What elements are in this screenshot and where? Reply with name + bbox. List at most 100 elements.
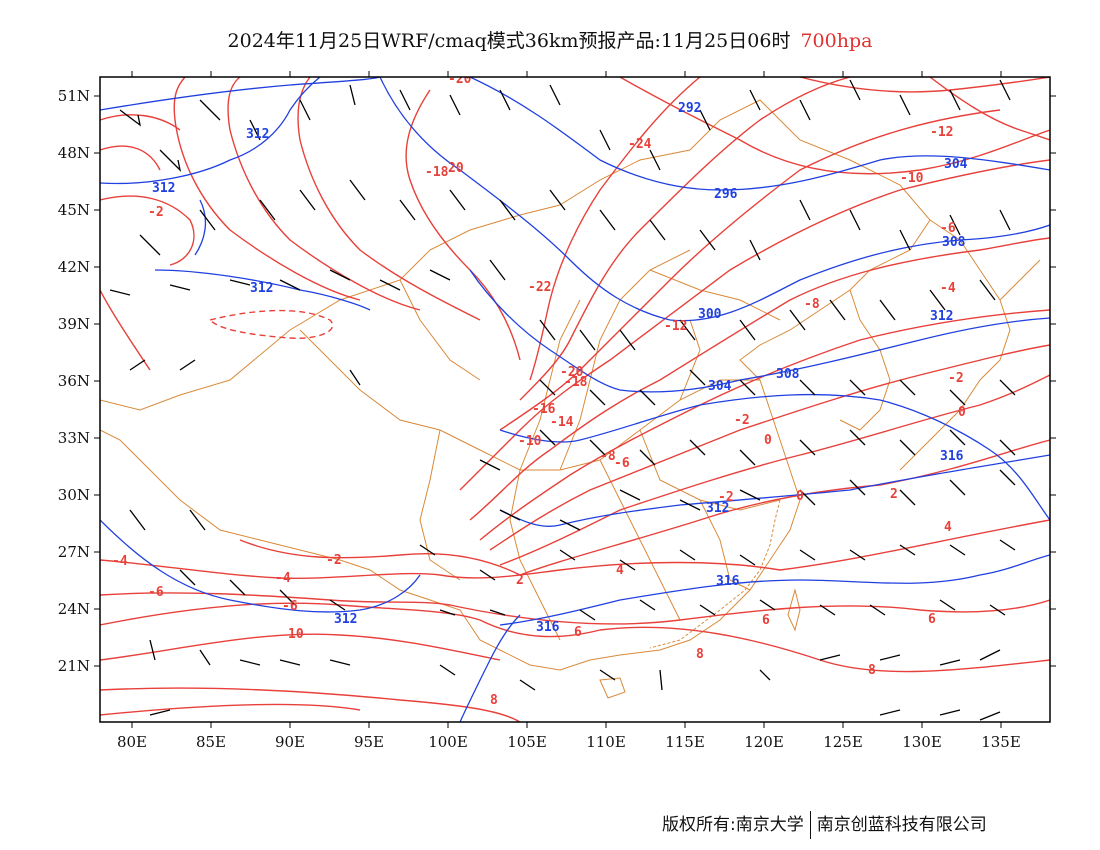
- temp-label: -8: [600, 449, 616, 464]
- temp-label: 0: [764, 433, 772, 448]
- height-label: 308: [942, 235, 966, 250]
- lat-tick-label: 48N: [58, 144, 90, 162]
- height-contour: [100, 519, 421, 613]
- wind-barb: [119, 79, 1011, 172]
- lon-tick-label: 120E: [744, 733, 784, 751]
- title-text: 2024年11月25日WRF/cmaq模式36km预报产品:11月25日06时: [227, 30, 791, 52]
- height-label: 300: [698, 307, 722, 322]
- lat-tick-label: 51N: [58, 87, 90, 105]
- isotherm: [405, 89, 521, 361]
- temp-label: -18: [425, 165, 449, 180]
- plot-frame: [99, 76, 1051, 723]
- isotherm: [469, 237, 1050, 521]
- lon-labels: 80E 85E 90E 95E 100E 105E 110E 115E 120E…: [117, 733, 1021, 751]
- wind-barb: [109, 259, 996, 351]
- province-lines: [299, 249, 781, 641]
- temp-label: -4: [940, 281, 956, 296]
- isotherm: [227, 77, 421, 311]
- temp-label: -6: [614, 456, 630, 471]
- height-contour: [100, 77, 321, 185]
- lon-tick-label: 115E: [665, 733, 705, 751]
- copyright-text: 版权所有:南京大学: [662, 815, 804, 835]
- height-contour: [469, 269, 1050, 393]
- lat-tick-label: 21N: [58, 657, 90, 675]
- isotherm: [519, 77, 851, 401]
- footer-divider: [809, 811, 811, 839]
- isotherm: [297, 77, 481, 321]
- height-contour: [154, 269, 371, 311]
- temp-label: 2: [516, 573, 524, 588]
- temp-label: -4: [112, 554, 128, 569]
- height-label: 316: [716, 574, 740, 589]
- temp-label: -16: [532, 402, 556, 417]
- temp-label: 6: [762, 613, 770, 628]
- height-label: 312: [334, 612, 357, 627]
- isotherm: [239, 439, 1050, 576]
- isotherm: [100, 703, 361, 716]
- height-contour: [459, 614, 521, 722]
- lat-tick-label: 24N: [58, 600, 90, 618]
- temp-label: -24: [628, 137, 652, 152]
- temp-label: -12: [664, 319, 687, 334]
- temp-label: -8: [804, 297, 820, 312]
- coast-se: [649, 499, 781, 649]
- height-label: 312: [930, 309, 953, 324]
- wind-barb: [149, 709, 1001, 721]
- isotherms: [100, 77, 1050, 722]
- temp-label: -6: [282, 599, 298, 614]
- lat-tick-label: 39N: [58, 315, 90, 333]
- isotherm: [100, 592, 1050, 625]
- wind-barb: [149, 639, 1001, 691]
- lat-tick-label: 30N: [58, 486, 90, 504]
- isotherm: [799, 77, 1050, 93]
- temp-label: -10: [518, 434, 542, 449]
- temp-label: -6: [940, 221, 956, 236]
- height-label: 316: [940, 449, 964, 464]
- height-contour: [379, 77, 1050, 322]
- lon-tick-label: 85E: [196, 733, 226, 751]
- height-label: 296: [714, 187, 738, 202]
- lat-tick-label: 45N: [58, 201, 90, 219]
- height-contour: [194, 199, 207, 256]
- height-label: 304: [708, 379, 732, 394]
- temp-label: 4: [944, 520, 952, 535]
- isotherm: [499, 109, 1001, 431]
- temp-label: -20: [448, 72, 472, 87]
- height-label: 308: [776, 367, 800, 382]
- temp-label: 4: [616, 563, 624, 578]
- height-labels: 292 312 312 296 312 304 308 300 304 308 …: [152, 101, 968, 635]
- height-contours: [100, 77, 1050, 722]
- height-label: 312: [152, 181, 175, 196]
- wind-barb: [129, 359, 1016, 406]
- lon-tick-label: 80E: [117, 733, 147, 751]
- temp-label: -10: [900, 171, 924, 186]
- height-contour: [499, 554, 1050, 626]
- wind-barb: [139, 179, 1011, 261]
- isotherm: [100, 602, 1050, 673]
- lat-tick-label: 36N: [58, 372, 90, 390]
- map-title: 2024年11月25日WRF/cmaq模式36km预报产品:11月25日06时 7…: [0, 26, 1100, 53]
- isotherm: [209, 309, 334, 339]
- wind-barb: [479, 429, 1016, 471]
- temp-label: -2: [148, 205, 164, 220]
- isotherm: [100, 519, 1050, 579]
- temp-label: -12: [930, 125, 953, 140]
- temp-label: 10: [288, 627, 304, 642]
- height-label: 312: [246, 127, 269, 142]
- temp-label: -14: [550, 415, 574, 430]
- isotherm: [100, 687, 521, 722]
- isotherm: [479, 309, 1050, 541]
- height-label: 316: [536, 620, 560, 635]
- lon-tick-label: 100E: [428, 733, 468, 751]
- isotherm: [619, 77, 1050, 175]
- hainan-outline: [599, 677, 626, 699]
- temp-label: 8: [868, 663, 876, 678]
- footer-credit: 版权所有:南京大学 南京创蓝科技有限公司: [662, 810, 987, 839]
- pressure-level: 700hpa: [800, 30, 873, 52]
- temp-label: -2: [326, 553, 342, 568]
- wind-barb: [129, 469, 1016, 531]
- lon-tick-label: 130E: [902, 733, 942, 751]
- lon-tick-label: 110E: [586, 733, 626, 751]
- wind-barbs: [109, 79, 1016, 721]
